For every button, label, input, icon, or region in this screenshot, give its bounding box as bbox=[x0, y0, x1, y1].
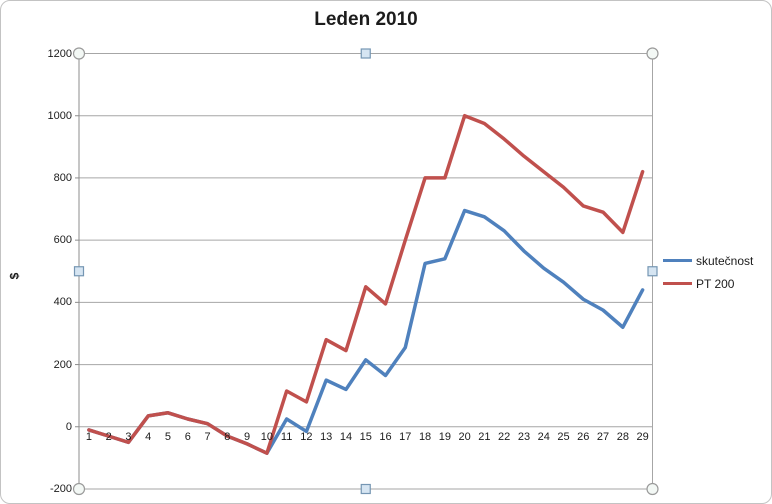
selection-handle-edge[interactable] bbox=[360, 48, 371, 59]
x-tick-label: 28 bbox=[616, 431, 629, 443]
x-tick-label: 17 bbox=[399, 431, 412, 443]
y-tick-label: 0 bbox=[65, 420, 72, 433]
y-tick-label: 800 bbox=[53, 171, 72, 184]
x-tick-label: 13 bbox=[320, 431, 333, 443]
selection-handle-corner[interactable] bbox=[72, 482, 86, 496]
selection-handle-edge[interactable] bbox=[647, 266, 658, 277]
legend[interactable]: skutečnost PT 200 bbox=[663, 249, 753, 295]
x-tick-label: 1 bbox=[85, 431, 92, 443]
x-tick-label: 7 bbox=[204, 431, 211, 443]
chart-title[interactable]: Leden 2010 bbox=[314, 9, 418, 30]
legend-item-skutecnost[interactable]: skutečnost bbox=[663, 249, 753, 272]
x-tick-label: 8 bbox=[224, 431, 231, 443]
x-tick-label: 12 bbox=[300, 431, 313, 443]
x-tick-label: 3 bbox=[125, 431, 132, 443]
x-tick-label: 21 bbox=[478, 431, 491, 443]
selection-handle-corner[interactable] bbox=[72, 47, 86, 60]
series-line-pt200[interactable] bbox=[87, 113, 645, 455]
x-tick-label: 27 bbox=[596, 431, 610, 443]
x-tick-label: 25 bbox=[557, 431, 570, 443]
x-tick-label: 26 bbox=[577, 431, 590, 443]
y-tick-label: 200 bbox=[53, 358, 72, 371]
selection-handle-corner[interactable] bbox=[646, 47, 659, 60]
x-tick-label: 15 bbox=[359, 431, 372, 443]
x-tick-label: 19 bbox=[438, 431, 451, 443]
x-tick-label: 24 bbox=[537, 431, 550, 443]
x-tick-label: 6 bbox=[184, 431, 191, 443]
x-tick-label: 18 bbox=[418, 431, 432, 443]
y-tick-label: 1000 bbox=[47, 109, 72, 122]
y-tick-label: -200 bbox=[49, 483, 72, 495]
x-tick-label: 11 bbox=[280, 431, 293, 443]
x-tick-label: 23 bbox=[517, 431, 531, 443]
selection-handle-corner[interactable] bbox=[646, 482, 659, 496]
x-tick-label: 16 bbox=[379, 431, 392, 443]
x-tick-label: 9 bbox=[244, 431, 251, 443]
x-tick-label: 14 bbox=[339, 431, 353, 443]
y-tick-label: 400 bbox=[53, 296, 72, 309]
x-tick-label: 20 bbox=[458, 431, 471, 443]
legend-item-pt200[interactable]: PT 200 bbox=[663, 272, 753, 295]
x-tick-label: 10 bbox=[260, 431, 273, 443]
y-tick-label: 1200 bbox=[47, 47, 72, 60]
legend-label: PT 200 bbox=[696, 276, 735, 291]
x-tick-label: 2 bbox=[105, 431, 112, 443]
x-tick-label: 22 bbox=[498, 431, 511, 443]
legend-label: skutečnost bbox=[696, 253, 754, 268]
selection-handle-edge[interactable] bbox=[360, 483, 371, 495]
line-sample-icon bbox=[663, 259, 692, 262]
line-sample-icon bbox=[663, 282, 692, 285]
x-tick-label: 5 bbox=[164, 431, 172, 443]
x-tick-label: 4 bbox=[145, 431, 152, 443]
x-tick-label: 29 bbox=[636, 431, 649, 443]
selection-handle-edge[interactable] bbox=[73, 266, 85, 277]
y-axis-tick-labels: -200 0 200 400 600 800 1000 1200 bbox=[1, 1, 72, 503]
y-tick-label: 600 bbox=[53, 234, 72, 247]
